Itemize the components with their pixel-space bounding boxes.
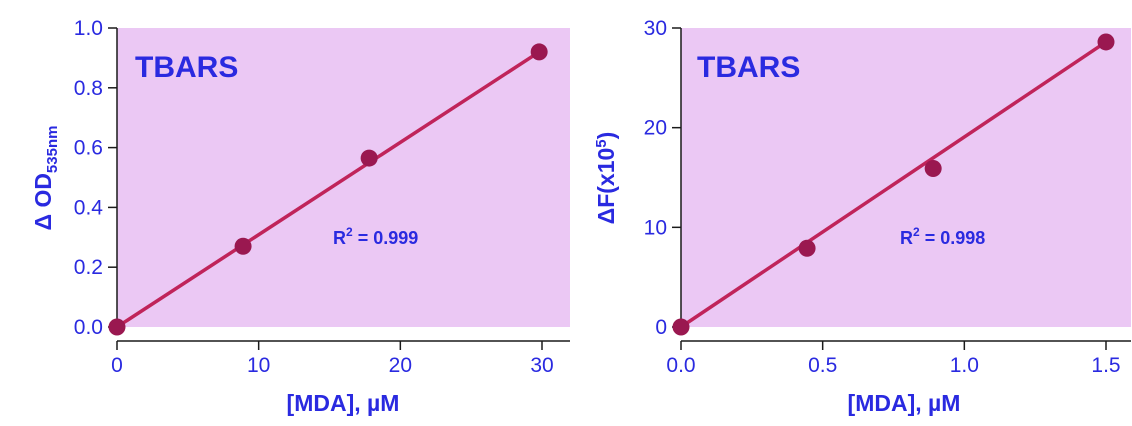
- chart-title-right: TBARS: [697, 51, 800, 84]
- annotation-sup-right: 2: [913, 225, 920, 239]
- annotation-r-left: R: [333, 228, 346, 248]
- y-tick-label-left: 0.8: [74, 77, 103, 100]
- chart-left: 0.0 0.2 0.4 0.6 0.8 1.0 0 10 20 30 TBARS R2 = 0.…: [30, 17, 570, 416]
- chart-right: 0 10 20 30 0.0 0.5 1.0 1.5 TBARS R2 = 0.998 [M…: [593, 17, 1131, 416]
- y-ticks-left: 0.0 0.2 0.4 0.6 0.8 1.0: [74, 17, 117, 339]
- data-point-right: [672, 318, 690, 336]
- y-axis-label-left: Δ OD535nm: [30, 126, 61, 231]
- r-squared-annotation-right: R2 = 0.998: [900, 225, 985, 248]
- data-point-left: [530, 43, 548, 61]
- y-tick-label-right: 10: [644, 216, 667, 239]
- data-point-right: [924, 160, 942, 178]
- x-axis-label-left: [MDA], µM: [287, 390, 400, 416]
- chart-title-left: TBARS: [135, 51, 238, 84]
- x-ticks-left: 0 10 20 30: [111, 341, 554, 377]
- y-axis-label-main-right: ΔF(x10: [593, 148, 619, 225]
- annotation-value-right: = 0.998: [920, 228, 986, 248]
- y-tick-label-right: 0: [655, 316, 667, 339]
- x-tick-label-left: 0: [111, 354, 123, 377]
- x-tick-label-right: 0.5: [808, 354, 837, 377]
- y-axis-label-main-left: Δ OD: [30, 173, 56, 230]
- annotation-value-left: = 0.999: [353, 228, 419, 248]
- fit-line-right: [680, 40, 1107, 329]
- data-point-left: [234, 237, 252, 255]
- x-tick-label-left: 10: [247, 354, 270, 377]
- x-axis-label-right: [MDA], µM: [848, 390, 961, 416]
- y-tick-label-right: 20: [644, 117, 667, 140]
- x-ticks-right: 0.0 0.5 1.0 1.5: [666, 341, 1121, 377]
- x-tick-label-left: 30: [530, 354, 553, 377]
- data-point-right: [798, 239, 816, 257]
- x-tick-label-right: 1.5: [1091, 354, 1120, 377]
- data-points-right: [672, 33, 1115, 336]
- data-point-right: [1097, 33, 1115, 51]
- y-tick-label-left: 1.0: [74, 17, 103, 40]
- x-tick-label-left: 20: [389, 354, 412, 377]
- x-tick-label-right: 0.0: [666, 354, 695, 377]
- y-tick-label-left: 0.4: [74, 196, 104, 219]
- y-tick-label-right: 30: [644, 17, 667, 40]
- y-axis-label-sub-left: 535nm: [44, 126, 61, 174]
- y-axis-label-right: ΔF(x105): [593, 132, 619, 225]
- y-tick-label-left: 0.0: [74, 316, 103, 339]
- y-axis-label-sup-right: 5: [593, 139, 610, 147]
- y-tick-label-left: 0.6: [74, 137, 103, 160]
- data-point-left: [108, 318, 126, 336]
- data-points-left: [108, 43, 548, 336]
- data-point-left: [360, 149, 378, 167]
- x-tick-label-right: 1.0: [950, 354, 979, 377]
- annotation-sup-left: 2: [346, 225, 353, 239]
- y-axis-label-end-right: ): [593, 132, 619, 140]
- y-ticks-right: 0 10 20 30: [644, 17, 681, 339]
- y-tick-label-left: 0.2: [74, 256, 103, 279]
- annotation-r-right: R: [900, 228, 913, 248]
- r-squared-annotation-left: R2 = 0.999: [333, 225, 418, 248]
- fit-line-left: [116, 50, 541, 329]
